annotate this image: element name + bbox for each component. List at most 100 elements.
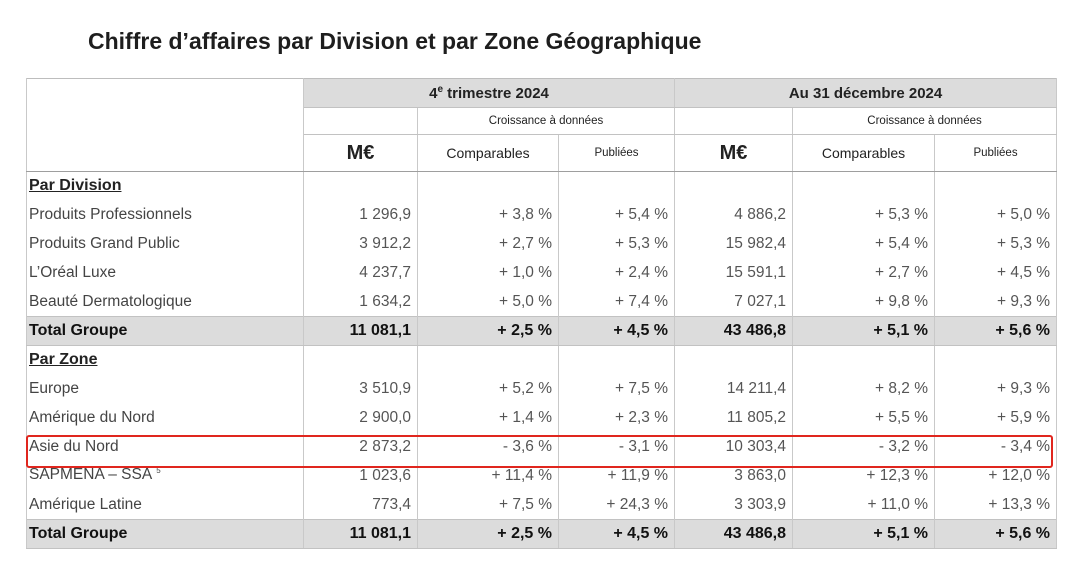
header-publiees-q4: Publiées: [557, 134, 676, 172]
table-row: Beauté Dermatologique 1 634,2 + 5,0 % + …: [26, 287, 1058, 317]
cell-q4-comp: + 5,0 %: [417, 287, 559, 317]
total-fy-me: 43 486,8: [674, 519, 794, 549]
row-label: Asie du Nord: [26, 432, 304, 461]
cell-q4-me: 2 873,2: [303, 432, 418, 461]
cell-fy-comp: - 3,2 %: [792, 432, 936, 461]
table-row-highlighted: Asie du Nord 2 873,2 - 3,6 % - 3,1 % 10 …: [26, 432, 1058, 461]
header-me-fy: M€: [674, 134, 794, 172]
header-growth-fy: Croissance à données: [792, 107, 1058, 135]
cell-fy-pub: + 5,3 %: [934, 229, 1058, 258]
row-label: SAPMENA – SSA 5: [26, 461, 304, 490]
row-label: Beauté Dermatologique: [26, 287, 304, 317]
header-me-q4: M€: [303, 134, 418, 172]
cell-q4-comp: + 1,4 %: [417, 403, 559, 432]
cell-q4-pub: + 7,5 %: [557, 374, 676, 403]
cell-q4-comp: + 11,4 %: [417, 461, 559, 490]
cell-q4-pub: + 5,3 %: [557, 229, 676, 258]
cell-q4-comp: + 2,7 %: [417, 229, 559, 258]
cell-fy-pub: + 5,0 %: [934, 200, 1058, 229]
total-label: Total Groupe: [26, 316, 304, 346]
cell-q4-comp: - 3,6 %: [417, 432, 559, 461]
header-row-periods: 4e trimestre 2024 Au 31 décembre 2024: [26, 78, 1058, 108]
header-comparables-q4: Comparables: [417, 134, 559, 172]
total-q4-comp: + 2,5 %: [417, 519, 559, 549]
table-row: Amérique Latine 773,4 + 7,5 % + 24,3 % 3…: [26, 490, 1058, 520]
cell-fy-me: 3 863,0: [674, 461, 794, 490]
total-q4-me: 11 081,1: [303, 316, 418, 346]
cell-fy-me: 3 303,9: [674, 490, 794, 520]
row-label: Europe: [26, 374, 304, 403]
cell-fy-pub: + 9,3 %: [934, 287, 1058, 317]
cell-fy-comp: + 12,3 %: [792, 461, 936, 490]
header-empty-cell: [26, 78, 304, 108]
cell-q4-pub: + 2,4 %: [557, 258, 676, 287]
cell-fy-me: 15 591,1: [674, 258, 794, 287]
total-label: Total Groupe: [26, 519, 304, 549]
page-title: Chiffre d’affaires par Division et par Z…: [88, 28, 702, 54]
division-rows: Produits Professionnels 1 296,9 + 3,8 % …: [26, 200, 1058, 317]
table-row: L’Oréal Luxe 4 237,7 + 1,0 % + 2,4 % 15 …: [26, 258, 1058, 287]
row-label: Produits Professionnels: [26, 200, 304, 229]
cell-q4-comp: + 5,2 %: [417, 374, 559, 403]
header-publiees-fy: Publiées: [934, 134, 1058, 172]
total-fy-pub: + 5,6 %: [934, 519, 1058, 549]
cell-fy-pub: + 13,3 %: [934, 490, 1058, 520]
table-row: Europe 3 510,9 + 5,2 % + 7,5 % 14 211,4 …: [26, 374, 1058, 403]
table-row: SAPMENA – SSA 5 1 023,6 + 11,4 % + 11,9 %…: [26, 461, 1058, 490]
cell-fy-comp: + 9,8 %: [792, 287, 936, 317]
cell-fy-comp: + 5,5 %: [792, 403, 936, 432]
section-division-label: Par Division: [26, 171, 304, 200]
header-fy-2024: Au 31 décembre 2024: [674, 78, 1058, 108]
zone-rows: Europe 3 510,9 + 5,2 % + 7,5 % 14 211,4 …: [26, 374, 1058, 520]
cell-q4-pub: + 7,4 %: [557, 287, 676, 317]
zone-total-row: Total Groupe 11 081,1 + 2,5 % + 4,5 % 43…: [26, 519, 1058, 549]
cell-fy-me: 10 303,4: [674, 432, 794, 461]
cell-q4-me: 2 900,0: [303, 403, 418, 432]
table-row: Produits Professionnels 1 296,9 + 3,8 % …: [26, 200, 1058, 229]
total-q4-comp: + 2,5 %: [417, 316, 559, 346]
table-row: Produits Grand Public 3 912,2 + 2,7 % + …: [26, 229, 1058, 258]
section-zone-row: Par Zone: [26, 345, 1058, 374]
total-fy-me: 43 486,8: [674, 316, 794, 346]
total-fy-comp: + 5,1 %: [792, 519, 936, 549]
total-q4-pub: + 4,5 %: [557, 316, 676, 346]
cell-fy-comp: + 5,4 %: [792, 229, 936, 258]
cell-q4-me: 4 237,7: [303, 258, 418, 287]
cell-fy-me: 11 805,2: [674, 403, 794, 432]
cell-fy-pub: + 5,9 %: [934, 403, 1058, 432]
cell-fy-comp: + 2,7 %: [792, 258, 936, 287]
cell-q4-comp: + 3,8 %: [417, 200, 559, 229]
division-total-row: Total Groupe 11 081,1 + 2,5 % + 4,5 % 43…: [26, 316, 1058, 346]
cell-fy-me: 7 027,1: [674, 287, 794, 317]
cell-q4-pub: + 2,3 %: [557, 403, 676, 432]
revenue-table: 4e trimestre 2024 Au 31 décembre 2024 Cr…: [26, 78, 1058, 549]
cell-q4-pub: + 5,4 %: [557, 200, 676, 229]
cell-q4-pub: - 3,1 %: [557, 432, 676, 461]
cell-q4-me: 1 634,2: [303, 287, 418, 317]
cell-q4-me: 1 296,9: [303, 200, 418, 229]
row-label: Amérique Latine: [26, 490, 304, 520]
header-q4-2024: 4e trimestre 2024: [302, 78, 676, 108]
total-q4-pub: + 4,5 %: [557, 519, 676, 549]
cell-fy-me: 15 982,4: [674, 229, 794, 258]
header-row-columns: M€ Comparables Publiées M€ Comparables P…: [26, 134, 1058, 172]
cell-fy-me: 14 211,4: [674, 374, 794, 403]
cell-q4-me: 3 510,9: [303, 374, 418, 403]
cell-fy-comp: + 5,3 %: [792, 200, 936, 229]
section-zone-label: Par Zone: [26, 345, 304, 374]
cell-q4-pub: + 24,3 %: [557, 490, 676, 520]
cell-fy-me: 4 886,2: [674, 200, 794, 229]
header-row-growth: Croissance à données Croissance à donnée…: [26, 107, 1058, 135]
total-fy-pub: + 5,6 %: [934, 316, 1058, 346]
cell-fy-pub: + 4,5 %: [934, 258, 1058, 287]
cell-q4-me: 773,4: [303, 490, 418, 520]
row-label: Produits Grand Public: [26, 229, 304, 258]
cell-q4-me: 1 023,6: [303, 461, 418, 490]
cell-q4-comp: + 7,5 %: [417, 490, 559, 520]
cell-q4-me: 3 912,2: [303, 229, 418, 258]
cell-q4-comp: + 1,0 %: [417, 258, 559, 287]
cell-q4-pub: + 11,9 %: [557, 461, 676, 490]
total-q4-me: 11 081,1: [303, 519, 418, 549]
total-fy-comp: + 5,1 %: [792, 316, 936, 346]
cell-fy-comp: + 11,0 %: [792, 490, 936, 520]
